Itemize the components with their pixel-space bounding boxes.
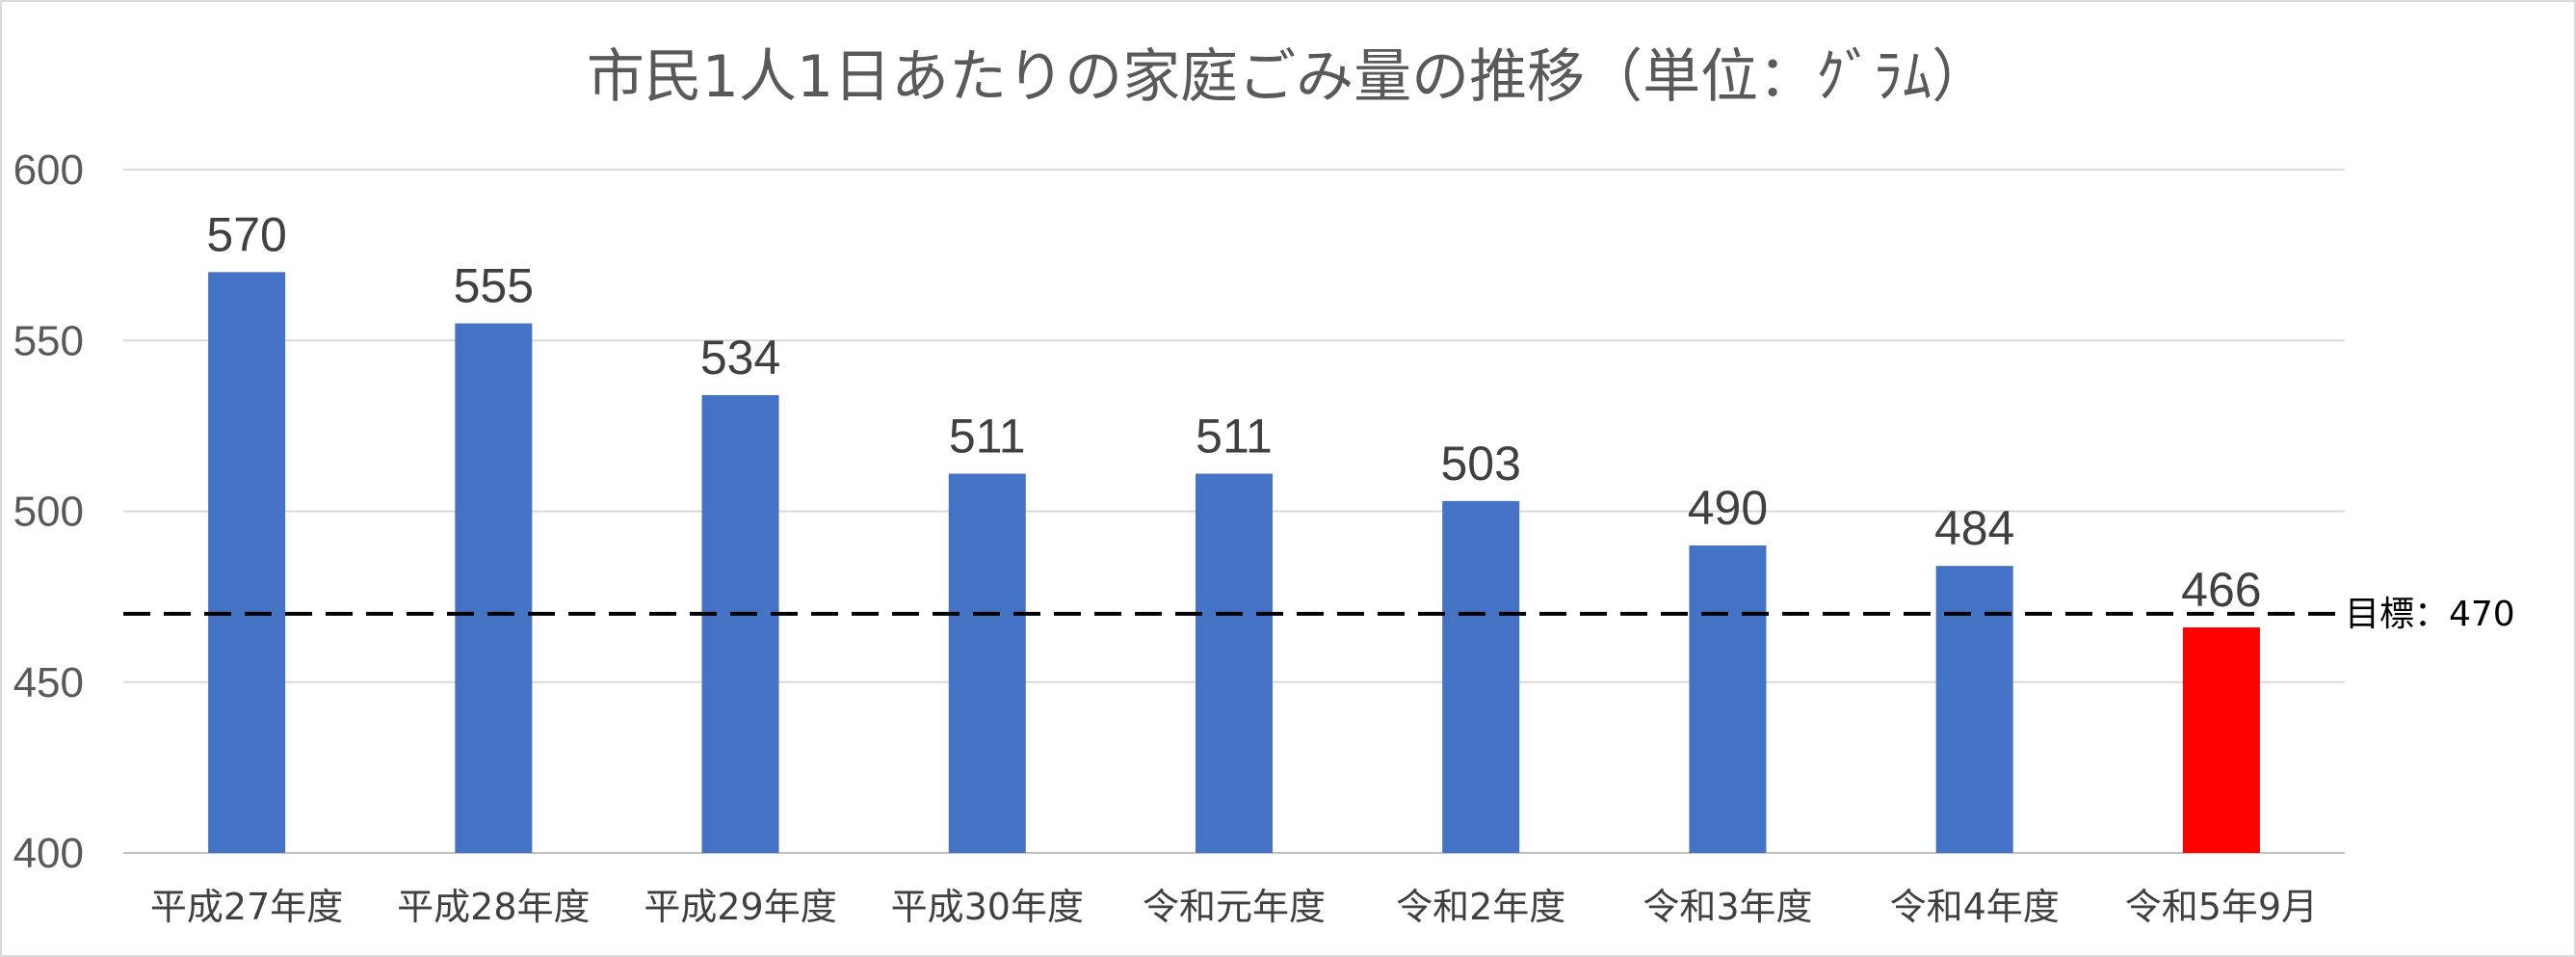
bar <box>208 272 286 854</box>
bar <box>1196 473 1273 853</box>
x-axis-ticks: 平成27年度 平成28年度 平成29年度 平成30年度 令和元年度 令和2年度 令和3年度 令… <box>150 886 2318 928</box>
x-tick-label: 平成27年度 <box>150 886 343 928</box>
x-tick-label: 令和2年度 <box>1396 886 1565 928</box>
y-axis-ticks: 400 450 500 550 600 <box>13 146 84 877</box>
data-label: 484 <box>1934 501 2014 555</box>
x-tick-label: 令和元年度 <box>1143 886 1326 928</box>
x-tick-label: 平成30年度 <box>891 886 1084 928</box>
x-tick-label: 平成28年度 <box>397 886 590 928</box>
x-tick-label: 平成29年度 <box>644 886 836 928</box>
data-label: 503 <box>1441 437 1521 491</box>
data-label: 466 <box>2181 563 2261 617</box>
data-labels: 570 555 534 511 511 503 490 484 466 <box>206 207 2261 617</box>
bar <box>701 394 779 853</box>
y-tick-label: 600 <box>13 146 84 194</box>
x-tick-label: 令和3年度 <box>1643 886 1812 928</box>
bar <box>1689 545 1767 853</box>
data-label: 511 <box>949 410 1026 464</box>
x-tick-label: 令和5年9月 <box>2125 886 2318 928</box>
data-label: 570 <box>206 207 286 261</box>
chart-title: 市民1人1日あたりの家庭ごみ量の推移（単位：ｸﾞﾗﾑ） <box>587 43 1989 111</box>
y-tick-label: 450 <box>13 659 84 706</box>
data-label: 511 <box>1196 410 1273 464</box>
data-label: 534 <box>700 331 780 385</box>
bars <box>208 272 2260 854</box>
bar <box>948 473 1026 853</box>
target-line-group: 目標：470 <box>123 595 2515 634</box>
data-label: 555 <box>454 259 534 313</box>
x-tick-label: 令和4年度 <box>1890 886 2060 928</box>
bar <box>1935 566 2013 853</box>
bar <box>2182 627 2260 853</box>
y-tick-label: 500 <box>13 489 84 536</box>
y-tick-label: 550 <box>13 317 84 364</box>
target-label: 目標：470 <box>2345 595 2515 634</box>
bar <box>455 323 533 853</box>
y-tick-label: 400 <box>13 830 84 877</box>
bar <box>1442 500 1520 853</box>
data-label: 490 <box>1688 481 1768 535</box>
